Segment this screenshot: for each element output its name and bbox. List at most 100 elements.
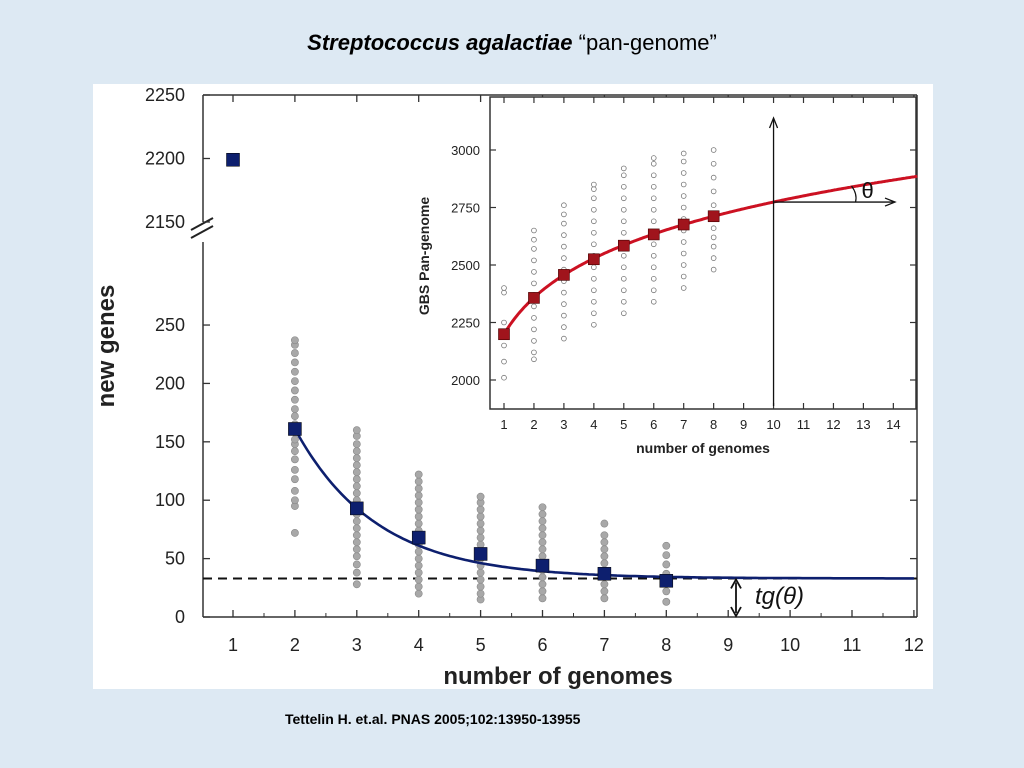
inset-x-tick-label: 3 [560,417,567,432]
inset-sample-point [561,324,567,330]
inset-y-tick-label: 2750 [451,201,480,216]
inset-x-tick-label: 1 [500,417,507,432]
sample-point [352,580,361,589]
inset-sample-point [710,243,717,250]
inset-y-axis-label: GBS Pan-genome [416,197,432,315]
mean-marker [350,501,364,516]
inset-x-tick-label: 14 [886,417,900,432]
inset-sample-point [710,174,717,181]
inset-sample-point [591,230,597,236]
citation: Tettelin H. et.al. PNAS 2005;102:13950-1… [285,711,581,727]
sample-point [290,412,299,421]
y-tick-label: 0 [175,607,185,627]
tg-arrow-head [730,577,742,589]
inset-sample-point [620,287,627,294]
inset-x-axis-label: number of genomes [636,440,770,456]
sample-point [662,541,671,550]
x-tick-label: 2 [290,635,300,655]
sample-point [538,545,547,554]
sample-point [476,492,485,501]
sample-point [414,491,423,500]
inset-x-tick-label: 12 [826,417,840,432]
inset-sample-point [620,207,627,213]
inset-sample-point [680,285,687,291]
inset-sample-point [531,280,537,287]
inset-sample-point [620,299,627,305]
sample-point [538,538,547,547]
inset-y-tick-label: 3000 [451,143,480,158]
sample-point [414,554,423,563]
inset-sample-point [591,287,597,294]
inset-x-tick-label: 4 [590,417,597,432]
inset-x-tick-label: 5 [620,417,627,432]
inset-sample-point [680,170,687,176]
sample-point [290,358,299,367]
sample-point [538,552,547,561]
inset-sample-point [680,262,687,268]
inset-sample-point [620,184,627,190]
sample-point [600,580,609,589]
inset-sample-point [650,161,657,167]
inset-x-tick-label: 2 [530,417,537,432]
inset-mean-marker [617,239,630,252]
inset-sample-point [531,356,537,363]
inset-sample-point [710,225,717,232]
sample-point [290,447,299,456]
mean-marker [659,574,674,588]
sample-point [352,545,361,554]
sample-point [662,560,671,569]
inset-sample-point [561,301,567,307]
y-tick-label: 50 [165,549,185,569]
inset-sample-point [650,184,657,190]
sample-point [352,531,361,540]
inset-sample-point [501,319,507,326]
inset-sample-point [561,255,567,261]
sample-point [352,468,361,477]
inset-arrow-head [884,197,897,207]
inset-sample-point [680,158,687,165]
inset-sample-point [620,172,627,179]
inset-sample-point [531,338,537,344]
inset-y-tick-label: 2500 [451,258,480,273]
mean-marker [473,547,488,561]
sample-point [538,587,547,596]
sample-point [290,405,299,414]
mean-marker [226,153,240,167]
sample-point [414,547,423,556]
sample-point [600,594,609,603]
sample-point [352,440,361,449]
figure-panel: 1 2 3 4 5 6 7 8 9 10 11 12 0 50 100 150 200 250 2150 2200 22… [93,84,933,690]
sample-point [352,454,361,463]
inset-mean-marker [528,292,540,304]
inset-sample-point [620,253,627,259]
sample-point [476,589,485,598]
inset-sample-point [620,264,627,271]
sample-point [414,575,423,584]
y-tick-label: 200 [155,373,185,393]
sample-point [290,465,299,474]
sample-point [290,486,299,495]
mean-marker [411,530,426,545]
theta-annotation: θ [862,178,874,203]
x-tick-label: 4 [414,635,424,655]
inset-y-tick-label: 2000 [451,373,480,388]
inset-sample-point [650,195,657,202]
inset-mean-marker [707,210,720,223]
sample-point [290,395,299,404]
mean-marker [288,422,302,436]
sample-point [290,529,299,537]
inset-sample-point [620,165,627,172]
inset-sample-point [620,276,627,282]
sample-point [290,496,299,505]
sample-point [414,589,423,598]
inset-sample-point [650,155,657,161]
sample-point [352,568,361,577]
sample-point [290,336,299,345]
sample-point [290,435,299,444]
inset-sample-point [680,250,687,257]
inset-sample-point [561,289,567,296]
axis-break-mark [190,217,214,231]
sample-point [290,367,299,376]
sample-point [476,540,485,549]
sample-point [476,582,485,591]
